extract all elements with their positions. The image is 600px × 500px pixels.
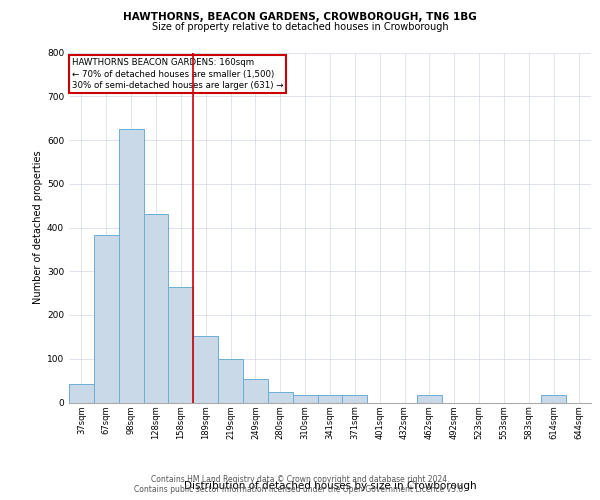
Text: HAWTHORNS BEACON GARDENS: 160sqm
← 70% of detached houses are smaller (1,500)
30: HAWTHORNS BEACON GARDENS: 160sqm ← 70% o…: [71, 58, 283, 90]
Bar: [169, 288, 193, 403]
Bar: [69, 384, 94, 402]
Bar: [143, 214, 169, 402]
Text: Contains HM Land Registry data © Crown copyright and database right 2024.: Contains HM Land Registry data © Crown c…: [151, 475, 449, 484]
Bar: [243, 380, 268, 402]
Bar: [293, 394, 317, 402]
Y-axis label: Number of detached properties: Number of detached properties: [33, 150, 43, 304]
Text: Size of property relative to detached houses in Crowborough: Size of property relative to detached ho…: [152, 22, 448, 32]
Bar: [268, 392, 293, 402]
Text: HAWTHORNS, BEACON GARDENS, CROWBOROUGH, TN6 1BG: HAWTHORNS, BEACON GARDENS, CROWBOROUGH, …: [123, 12, 477, 22]
Bar: [218, 359, 243, 403]
Text: Contains public sector information licensed under the Open Government Licence v3: Contains public sector information licen…: [134, 484, 466, 494]
Bar: [119, 129, 143, 402]
Bar: [417, 394, 442, 402]
Bar: [94, 235, 119, 402]
Bar: [343, 394, 367, 402]
X-axis label: Distribution of detached houses by size in Crowborough: Distribution of detached houses by size …: [184, 481, 476, 491]
Bar: [317, 394, 343, 402]
Bar: [193, 336, 218, 402]
Bar: [541, 394, 566, 402]
